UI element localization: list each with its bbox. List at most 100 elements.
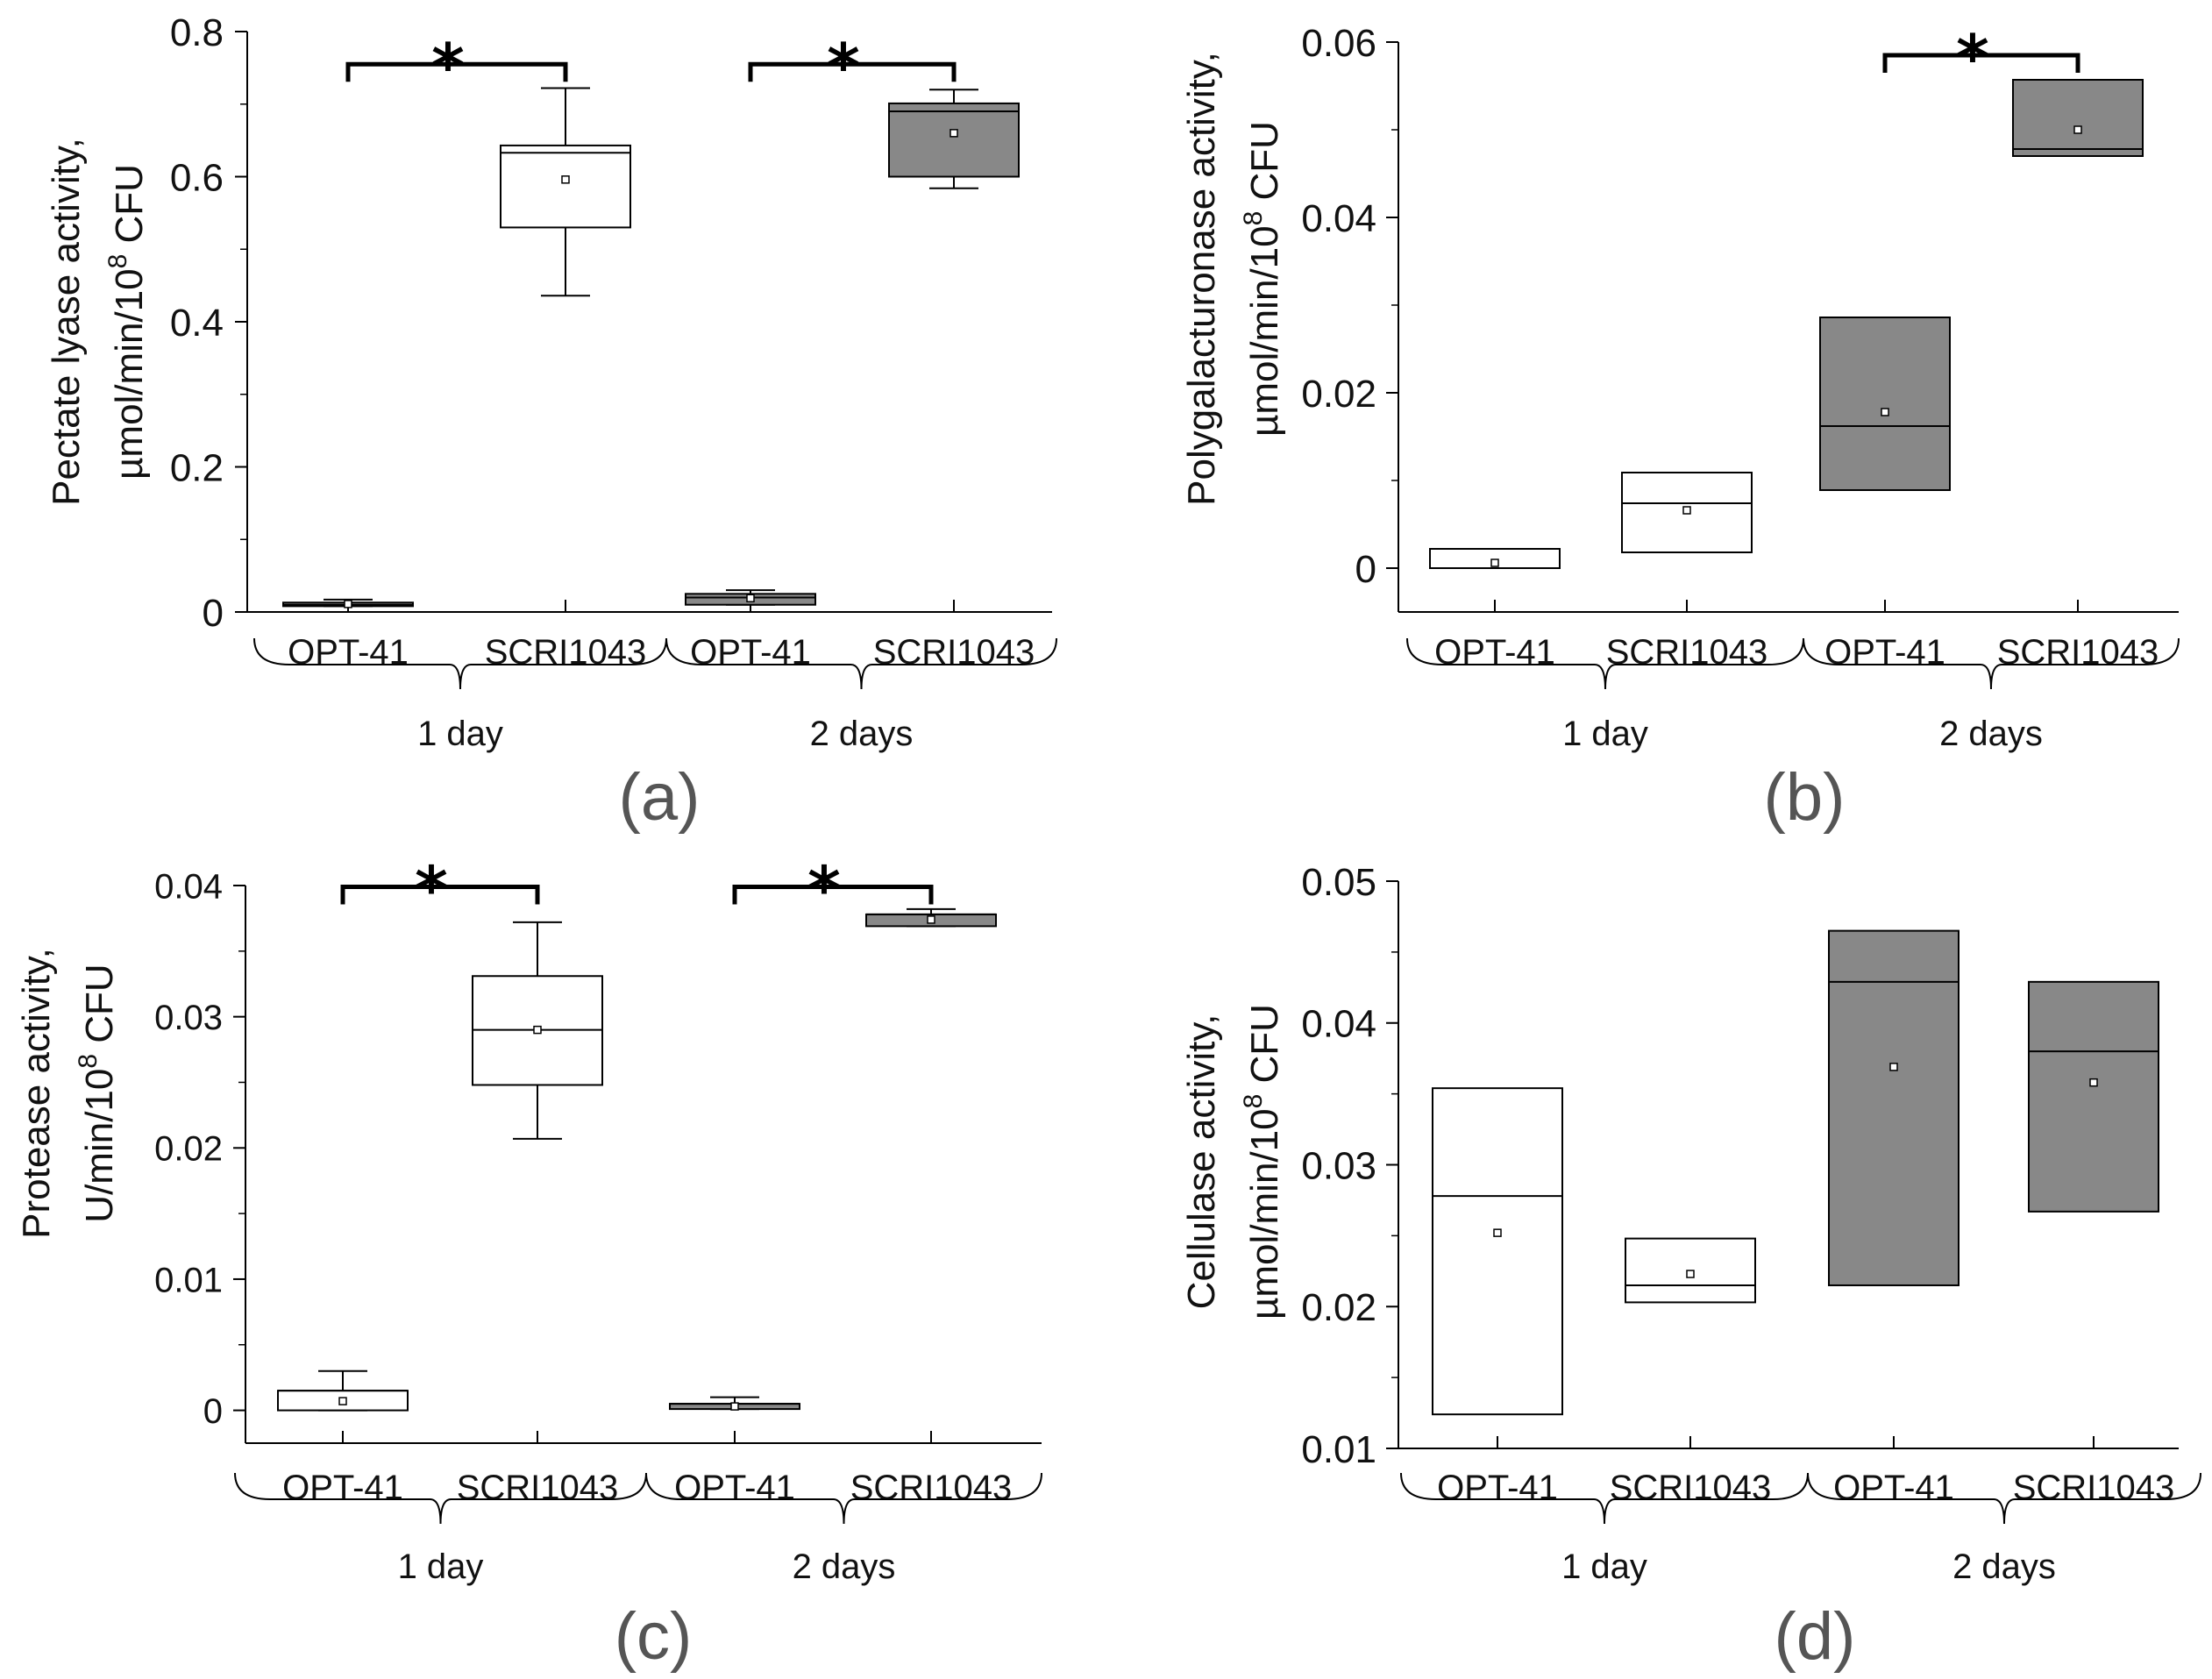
x-category-label: SCRI1043: [2013, 1469, 2175, 1507]
y-tick-label: 0.02: [1301, 373, 1376, 416]
x-category-label: OPT-41: [1434, 633, 1555, 672]
group-label: 2 days: [1952, 1547, 2056, 1586]
group-label: 2 days: [810, 715, 914, 753]
panel-label: (c): [615, 1599, 693, 1674]
chart-panel-b: 0 0.02 0.04 0.06 OPT-41 SCRI1043 OPT-41 SCRI104…: [1180, 21, 2180, 835]
significance-bracket: [340, 885, 540, 905]
group-label: 1 day: [1562, 715, 1648, 753]
group-label: 2 days: [1939, 715, 2043, 753]
y-axis-title-line1: Polygalacturonase activity,: [1180, 52, 1223, 506]
y-axis-title-line1: Cellulase activity,: [1180, 1014, 1223, 1310]
group-label: 1 day: [398, 1547, 484, 1586]
mean-marker: [1490, 558, 1499, 567]
mean-marker: [746, 594, 755, 603]
significance-star: *: [1956, 21, 1989, 95]
x-category-label: OPT-41: [1833, 1469, 1954, 1507]
box-scri1043-2-days: [2028, 980, 2159, 1213]
box-opt-41-2-days: [1828, 929, 1960, 1286]
x-category-label: OPT-41: [288, 633, 409, 672]
box-scri1043-1-day: [500, 144, 631, 229]
group-brace: [1807, 1472, 2201, 1525]
y-axis-title-exponent: 8: [74, 1054, 103, 1069]
mean-marker: [1682, 506, 1691, 515]
x-category-label: SCRI1043: [457, 1469, 619, 1507]
y-axis-title-cfu: CFU: [78, 964, 121, 1054]
box-scri1043-2-days: [2012, 79, 2144, 157]
y-tick-label: 0: [203, 1392, 223, 1431]
y-axis-title-cfu: CFU: [1243, 121, 1286, 211]
y-tick-label: 0.01: [1301, 1428, 1376, 1471]
y-axis-title-cfu: CFU: [1243, 1004, 1286, 1094]
box-scri1043-2-days: [888, 102, 1020, 178]
y-axis-title-cfu: CFU: [108, 164, 151, 254]
significance-bracket: [345, 61, 568, 82]
y-axis-title-line2: µmol/min/108 CFU: [1239, 121, 1286, 437]
panel-label: (a): [619, 760, 701, 835]
x-category-label: SCRI1043: [485, 633, 647, 672]
y-axis-title-unit: µmol/min/10: [108, 268, 151, 480]
y-tick-label: 0.8: [170, 11, 224, 54]
group-brace: [1803, 637, 2180, 690]
group-label: 1 day: [417, 715, 503, 753]
y-axis-title-line2: µmol/min/108 CFU: [1239, 1004, 1286, 1320]
mean-marker: [1889, 1063, 1898, 1071]
group-brace: [645, 1472, 1042, 1525]
y-axis-title-line2: µmol/min/108 CFU: [103, 164, 151, 480]
y-axis-title-exponent: 8: [1239, 1094, 1268, 1109]
y-axis-title-exponent: 8: [103, 254, 132, 269]
x-category-label: SCRI1043: [873, 633, 1035, 672]
group-brace: [234, 1472, 647, 1525]
mean-marker: [533, 1025, 542, 1035]
y-axis-title-unit: µmol/min/10: [1243, 1108, 1286, 1320]
significance-bracket: [1882, 53, 2080, 73]
panel-label: (b): [1764, 760, 1846, 835]
mean-marker: [2073, 125, 2082, 134]
group-brace: [253, 637, 667, 690]
x-category-label: SCRI1043: [1606, 633, 1768, 672]
y-tick-label: 0.01: [154, 1261, 223, 1299]
y-tick-label: 0.05: [1301, 861, 1376, 904]
x-category-label: SCRI1043: [1610, 1469, 1772, 1507]
y-tick-label: 0.04: [154, 867, 223, 906]
y-tick-label: 0.04: [1301, 197, 1376, 240]
significance-bracket: [748, 61, 957, 82]
x-category-label: SCRI1043: [850, 1469, 1013, 1507]
group-brace: [665, 637, 1057, 690]
mean-marker: [950, 129, 958, 138]
y-tick-label: 0.02: [1301, 1286, 1376, 1329]
y-tick-label: 0.4: [170, 302, 224, 345]
x-category-label: OPT-41: [282, 1469, 403, 1507]
group-brace: [1400, 1472, 1809, 1525]
y-tick-label: 0: [203, 592, 224, 635]
y-tick-label: 0.6: [170, 156, 224, 199]
x-category-label: OPT-41: [690, 633, 811, 672]
mean-marker: [730, 1402, 739, 1411]
mean-marker: [1881, 408, 1889, 416]
panel-label: (d): [1775, 1599, 1856, 1674]
y-tick-label: 0.03: [1301, 1144, 1376, 1187]
group-brace: [1406, 637, 1804, 690]
y-tick-label: 0.04: [1301, 1003, 1376, 1046]
x-category-label: OPT-41: [1824, 633, 1945, 672]
significance-star: *: [807, 852, 841, 926]
mean-marker: [344, 600, 352, 608]
y-axis-title-line2: U/min/108 CFU: [74, 964, 121, 1222]
y-axis-title-line1: Protease activity,: [15, 948, 58, 1239]
group-label: 2 days: [793, 1547, 896, 1586]
significance-star: *: [415, 852, 448, 926]
significance-bracket: [732, 885, 934, 905]
chart-panel-c: 0 0.01 0.02 0.03 0.04 OPT-41 SCRI1043 OPT-41 SCR…: [15, 852, 1042, 1674]
chart-panel-d: 0.01 0.02 0.03 0.04 0.05 OPT-41 SCRI1043 OPT-41…: [1180, 861, 2201, 1674]
x-category-label: OPT-41: [674, 1469, 795, 1507]
mean-marker: [1493, 1228, 1502, 1237]
group-label: 1 day: [1561, 1547, 1647, 1586]
mean-marker: [561, 175, 570, 184]
mean-marker: [927, 915, 935, 924]
x-category-label: OPT-41: [1437, 1469, 1558, 1507]
significance-star: *: [431, 30, 465, 103]
y-tick-label: 0.03: [154, 999, 223, 1037]
y-axis-title-unit: U/min/10: [78, 1069, 121, 1223]
y-tick-label: 0.06: [1301, 22, 1376, 65]
y-tick-label: 0.2: [170, 446, 224, 489]
